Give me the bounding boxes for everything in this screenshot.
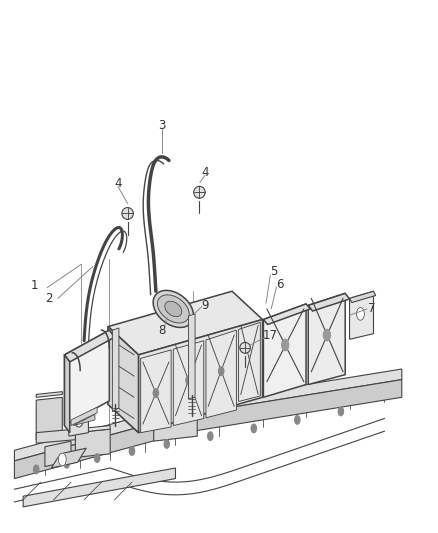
- Polygon shape: [108, 327, 138, 433]
- Polygon shape: [69, 405, 88, 436]
- Text: 7: 7: [367, 302, 375, 316]
- Polygon shape: [23, 468, 176, 507]
- Circle shape: [129, 447, 134, 455]
- Polygon shape: [108, 291, 262, 355]
- Polygon shape: [263, 304, 311, 325]
- Polygon shape: [36, 429, 75, 443]
- Text: 8: 8: [158, 324, 165, 337]
- Polygon shape: [154, 407, 197, 415]
- Ellipse shape: [165, 301, 182, 317]
- Ellipse shape: [122, 207, 133, 220]
- Circle shape: [95, 454, 100, 462]
- Circle shape: [64, 459, 69, 468]
- Circle shape: [323, 329, 330, 341]
- Ellipse shape: [240, 342, 251, 353]
- Polygon shape: [154, 410, 197, 441]
- Polygon shape: [184, 369, 402, 415]
- Ellipse shape: [153, 290, 194, 327]
- Circle shape: [208, 432, 213, 440]
- Circle shape: [357, 308, 364, 320]
- Circle shape: [74, 413, 83, 427]
- Polygon shape: [173, 341, 204, 425]
- Polygon shape: [75, 425, 110, 433]
- Circle shape: [251, 424, 256, 433]
- Text: 2: 2: [45, 292, 52, 305]
- Text: 3: 3: [158, 119, 165, 132]
- Text: 5: 5: [270, 265, 277, 278]
- Polygon shape: [308, 293, 345, 385]
- Circle shape: [186, 376, 191, 385]
- Circle shape: [34, 465, 39, 474]
- Text: 4: 4: [114, 177, 122, 190]
- Polygon shape: [239, 322, 260, 401]
- Polygon shape: [51, 448, 86, 468]
- Circle shape: [219, 367, 224, 375]
- Circle shape: [164, 440, 170, 448]
- Polygon shape: [64, 330, 110, 425]
- Polygon shape: [113, 328, 119, 411]
- Polygon shape: [36, 397, 62, 440]
- Polygon shape: [108, 327, 138, 433]
- Text: 9: 9: [201, 299, 209, 312]
- Circle shape: [295, 416, 300, 424]
- Polygon shape: [64, 330, 115, 362]
- Text: 6: 6: [276, 278, 284, 290]
- Polygon shape: [188, 314, 195, 399]
- Circle shape: [58, 453, 66, 466]
- Polygon shape: [36, 392, 62, 397]
- Text: 1: 1: [30, 279, 38, 292]
- Polygon shape: [45, 441, 71, 466]
- Polygon shape: [206, 330, 237, 418]
- Ellipse shape: [194, 187, 205, 198]
- Ellipse shape: [157, 295, 189, 323]
- Polygon shape: [350, 291, 374, 340]
- Polygon shape: [350, 291, 376, 303]
- Polygon shape: [64, 355, 70, 433]
- Polygon shape: [184, 379, 402, 433]
- Polygon shape: [71, 407, 97, 425]
- Polygon shape: [14, 405, 184, 461]
- Circle shape: [282, 340, 289, 351]
- Polygon shape: [138, 319, 262, 433]
- Polygon shape: [263, 304, 306, 397]
- Polygon shape: [308, 293, 350, 311]
- Polygon shape: [141, 350, 171, 433]
- Circle shape: [338, 407, 343, 416]
- Text: 4: 4: [201, 166, 209, 179]
- Polygon shape: [14, 415, 184, 479]
- Circle shape: [153, 389, 159, 397]
- Text: 17: 17: [263, 328, 278, 342]
- Polygon shape: [75, 429, 110, 457]
- Polygon shape: [73, 414, 95, 425]
